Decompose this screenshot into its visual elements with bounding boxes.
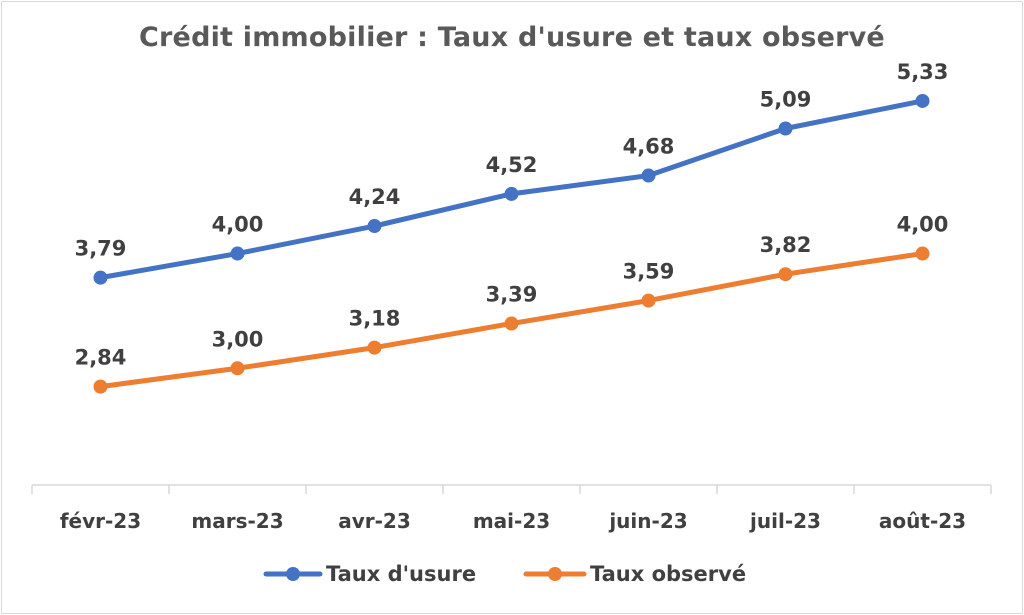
legend: Taux d'usure Taux observé [263,562,746,586]
data-label: 3,18 [349,307,401,331]
data-point [641,293,656,308]
data-label: 2,84 [75,346,127,370]
legend-label: Taux d'usure [326,562,476,586]
legend-marker [548,567,562,581]
data-point [915,246,930,261]
data-point [504,186,519,201]
x-tick-label: août-23 [879,509,966,533]
data-label: 4,00 [212,213,264,237]
legend-marker [286,567,300,581]
data-point [230,361,245,376]
data-point [367,340,382,355]
data-point [915,93,930,108]
data-label: 3,82 [760,233,812,257]
legend-label: Taux observé [590,562,746,586]
x-tick-label: mai-23 [473,509,550,533]
series-layer [93,93,930,394]
data-label: 3,39 [486,283,538,307]
x-axis: févr-23 mars-23 avr-23 mai-23 juin-23 juil-23… [31,484,992,533]
data-label: 3,59 [623,260,675,284]
x-tick-label: juil-23 [749,509,821,533]
x-tick-label: juin-23 [608,509,687,533]
data-label: 5,09 [760,88,812,112]
data-point [641,168,656,183]
data-label: 4,24 [349,185,401,209]
data-label: 5,33 [897,60,949,84]
data-point [93,379,108,394]
data-point [778,121,793,136]
data-point [367,219,382,234]
x-tick-label: févr-23 [60,509,141,533]
data-point [93,270,108,285]
chart-title: Crédit immobilier : Taux d'usure et taux… [139,22,885,53]
data-label: 4,52 [486,153,538,177]
data-labels: 3,79 4,00 4,24 4,52 4,68 5,09 5,33 2,84 3,00 3,18… [75,60,949,370]
x-tick-label: mars-23 [191,509,283,533]
data-point [504,316,519,331]
data-point [778,267,793,282]
data-label: 3,00 [212,327,264,351]
x-tick-label: avr-23 [338,509,411,533]
data-label: 3,79 [75,237,127,261]
data-point [230,246,245,261]
data-label: 4,68 [623,135,675,159]
data-label: 4,00 [897,213,949,237]
